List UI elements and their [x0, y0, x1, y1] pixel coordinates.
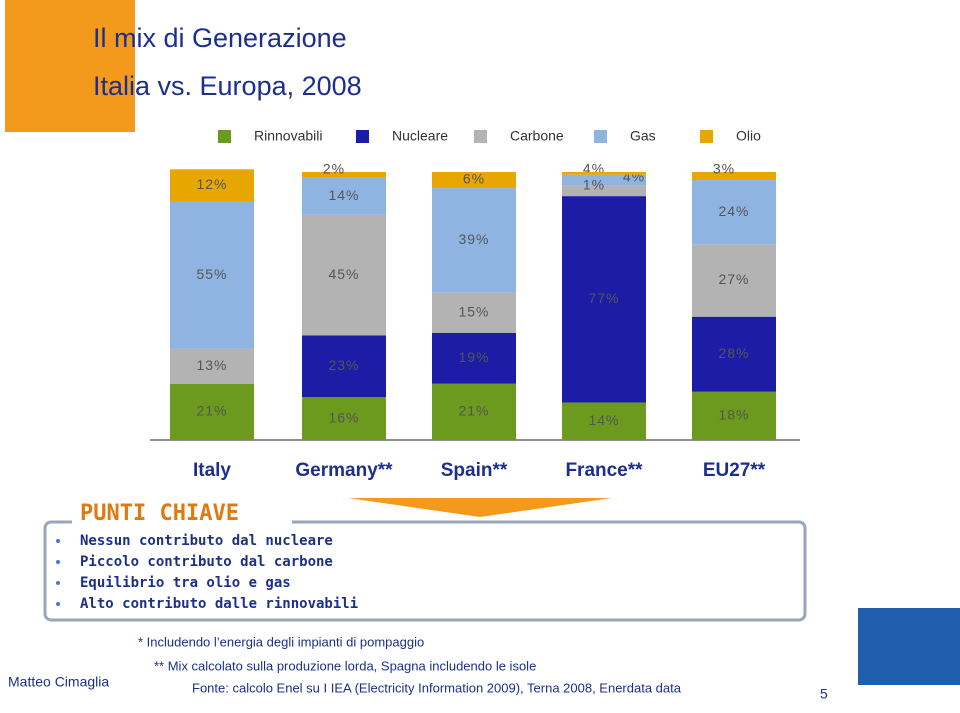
value-label: 14%: [328, 187, 359, 203]
category-label: Spain**: [441, 460, 508, 481]
footnote: ** Mix calcolato sulla produzione lorda,…: [154, 658, 536, 673]
legend-label: Rinnovabili: [254, 128, 322, 144]
value-label: 15%: [458, 303, 489, 319]
legend-label: Carbone: [510, 128, 564, 144]
value-label: 39%: [458, 231, 489, 247]
bar-segment: [692, 180, 776, 245]
value-label: 14%: [588, 412, 619, 428]
bar-segment: [692, 244, 776, 317]
bar-segment: [432, 383, 516, 440]
legend-label: Olio: [736, 128, 761, 144]
category-label: Italy: [193, 460, 231, 481]
value-label: 21%: [458, 403, 489, 419]
legend-swatch: [474, 130, 487, 143]
legend-swatch: [700, 130, 713, 143]
accent-square: [5, 0, 135, 132]
bar-segment: [692, 316, 776, 392]
value-label: 45%: [328, 266, 359, 282]
bullet: [56, 602, 60, 606]
legend-label: Gas: [630, 128, 656, 144]
bar-segment: [432, 188, 516, 293]
bar-segment: [562, 402, 646, 440]
bar-segment: [692, 391, 776, 440]
value-label: 27%: [718, 271, 749, 287]
footnote: Fonte: calcolo Enel su I IEA (Electricit…: [192, 680, 682, 695]
value-label: 21%: [196, 403, 227, 419]
value-label: 77%: [588, 290, 619, 306]
key-box: [43, 520, 807, 622]
bar-segment: [562, 185, 646, 197]
bar-segment: [562, 172, 646, 175]
category-label: France**: [565, 460, 643, 481]
value-label: 3%: [713, 161, 735, 177]
bar-segment: [302, 335, 386, 398]
key-point: Alto contributo dalle rinnovabili: [80, 596, 358, 612]
bar-segment: [170, 201, 254, 349]
bar-segment: [170, 383, 254, 440]
author: Matteo Cimaglia: [8, 674, 109, 690]
value-label: 2%: [323, 161, 345, 177]
bar-segment: [432, 172, 516, 189]
bar-segment: [692, 172, 776, 181]
legend-swatch: [218, 130, 231, 143]
pointer: [348, 498, 612, 517]
category-label: Germany**: [295, 460, 393, 481]
value-label: 16%: [328, 409, 359, 425]
value-label: 28%: [718, 345, 749, 361]
title: Il mix di Generazione: [93, 23, 347, 53]
value-label: 4%: [623, 169, 645, 185]
bullet: [56, 581, 60, 585]
value-label: 18%: [718, 407, 749, 423]
page-number: 5: [820, 686, 828, 702]
footnote: * Includendo l’energia degli impianti di…: [138, 634, 424, 649]
value-label: 13%: [196, 357, 227, 373]
bar-segment: [302, 177, 386, 215]
value-label: 1%: [583, 177, 605, 193]
value-label: 19%: [458, 349, 489, 365]
bullet: [56, 560, 60, 564]
logo-box: [858, 608, 960, 685]
value-label: 55%: [196, 266, 227, 282]
bar-segment: [432, 332, 516, 384]
bullet: [56, 539, 60, 543]
bar-segment: [562, 174, 646, 186]
bar-segment: [170, 169, 254, 202]
bar-segment: [170, 348, 254, 384]
bar-segment: [432, 292, 516, 333]
subtitle: Italia vs. Europa, 2008: [93, 71, 362, 101]
value-label: 23%: [328, 357, 359, 373]
key-point: Nessun contributo dal nucleare: [80, 533, 333, 549]
key-title-bg: [72, 500, 292, 526]
legend-swatch: [594, 130, 607, 143]
bar-segment: [302, 397, 386, 440]
legend-label: Nucleare: [392, 128, 448, 144]
category-label: EU27**: [703, 460, 766, 481]
key-point: Equilibrio tra olio e gas: [80, 575, 291, 591]
value-label: 6%: [463, 171, 485, 187]
legend-swatch: [356, 130, 369, 143]
key-point: Piccolo contributo dal carbone: [80, 554, 333, 570]
key-title: PUNTI CHIAVE: [80, 501, 239, 526]
bar-segment: [302, 214, 386, 336]
bar-segment: [302, 172, 386, 178]
value-label: 24%: [718, 203, 749, 219]
bar-segment: [562, 196, 646, 403]
value-label: 12%: [196, 176, 227, 192]
